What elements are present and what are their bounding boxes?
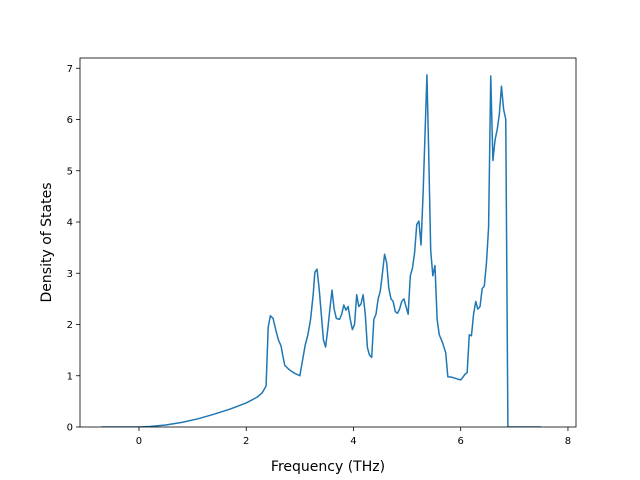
x-axis: 0 2 4 6 8 [136,427,571,447]
x-tick-label: 4 [350,436,356,447]
x-tick-label: 0 [136,436,142,447]
y-tick-label: 3 [67,269,73,280]
y-tick-label: 0 [67,423,73,434]
x-axis-label: Frequency (THz) [271,459,385,475]
y-axis: 0 1 2 3 4 5 6 7 [67,64,80,434]
y-tick-label: 2 [67,320,73,331]
y-tick-label: 6 [67,115,73,126]
series-line-dos [101,74,542,427]
y-tick-label: 7 [67,64,73,75]
x-tick-label: 2 [243,436,249,447]
x-tick-label: 8 [565,436,571,447]
y-tick-label: 4 [67,218,73,229]
plot-frame [79,57,577,428]
y-tick-label: 1 [67,371,73,382]
x-tick-label: 6 [458,436,464,447]
y-tick-label: 5 [67,166,73,177]
y-axis-label: Density of States [39,183,55,303]
